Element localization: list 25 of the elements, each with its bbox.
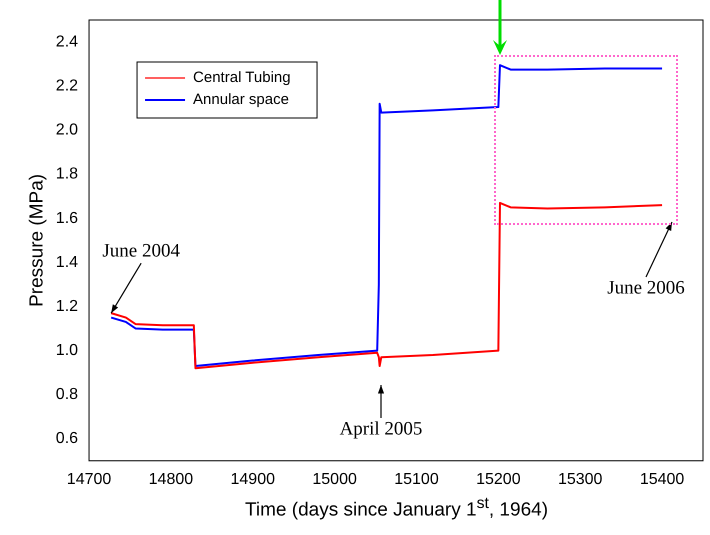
y-tick-label: 2.2 bbox=[56, 78, 78, 95]
x-tick-label: 14900 bbox=[230, 470, 276, 488]
y-tick-label: 1.4 bbox=[56, 254, 78, 271]
y-tick-label: 2.4 bbox=[56, 33, 78, 50]
x-tick-label: 15200 bbox=[476, 470, 521, 488]
x-tick-label: 15000 bbox=[312, 470, 357, 488]
y-tick-label: 1.8 bbox=[56, 166, 78, 183]
x-tick-label: 15300 bbox=[558, 470, 603, 488]
y-axis-title: Pressure (MPa) bbox=[26, 174, 48, 307]
y-tick-label: 1.6 bbox=[56, 210, 78, 227]
y-tick-label: 2.0 bbox=[56, 122, 78, 139]
y-tick-label: 1.0 bbox=[56, 342, 78, 360]
y-tick-label: 0.6 bbox=[56, 430, 78, 448]
annotation: June 2004 bbox=[102, 240, 180, 262]
annotation: June 2006 bbox=[607, 277, 685, 298]
y-tick-label: 1.2 bbox=[56, 298, 78, 315]
x-tick-label: 15100 bbox=[394, 470, 439, 488]
legend-label: Central Tubing bbox=[193, 69, 291, 86]
x-axis-title: Time (days since January 1$^{st}$, 1964) bbox=[244, 495, 550, 522]
x-tick-label: 14800 bbox=[148, 470, 194, 488]
y-tick-label: 0.8 bbox=[56, 386, 78, 404]
x-tick-label: 14700 bbox=[66, 470, 112, 488]
annotation: April 2005 bbox=[340, 418, 422, 440]
legend-label: Annular space bbox=[193, 91, 289, 108]
x-tick-label: 15400 bbox=[640, 470, 684, 488]
